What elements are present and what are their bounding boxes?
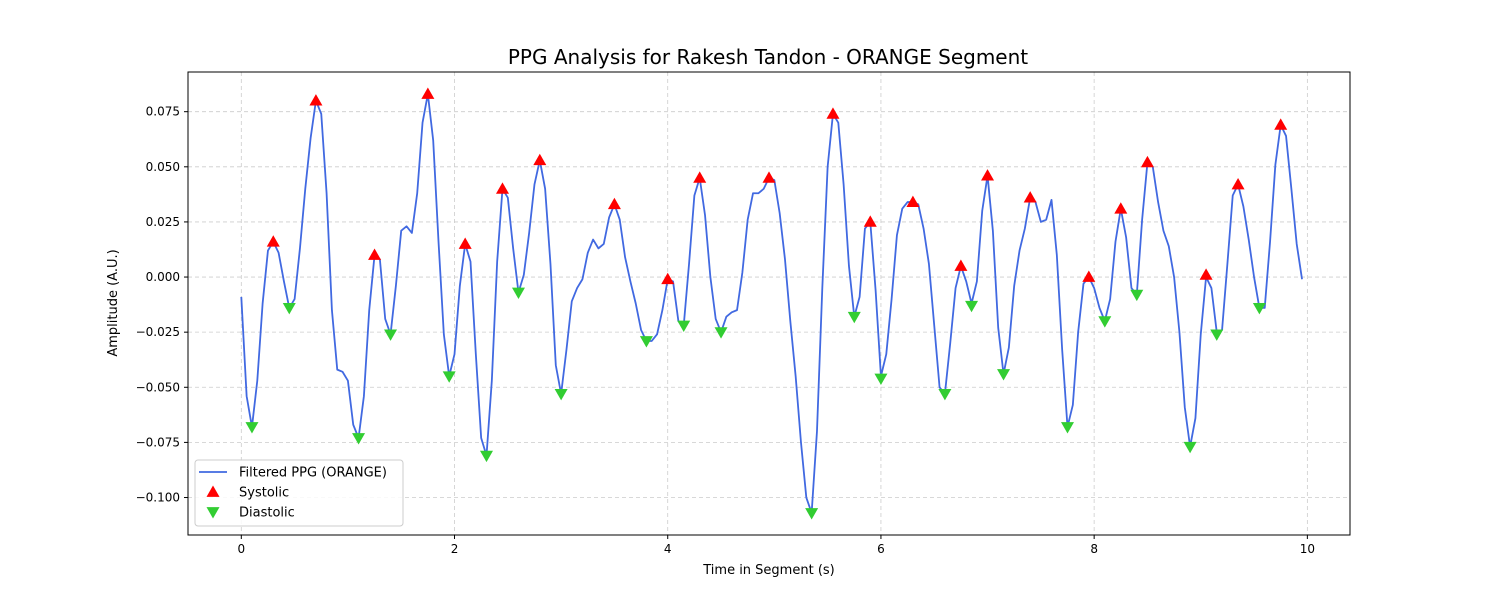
x-tick-label: 2 <box>451 542 459 556</box>
plot-frame <box>187 71 1351 536</box>
plot-area <box>188 72 1350 535</box>
y-axis-label: Amplitude (A.U.) <box>106 249 121 356</box>
axis-ticks: 0 2 4 6 8 10 −0.100 −0.075 −0.050 −0.025 0.000 0.02… <box>136 105 1315 556</box>
diastolic-marker <box>1098 316 1112 328</box>
systolic-marker <box>309 94 323 106</box>
diastolic-marker <box>847 311 861 324</box>
diastolic-marker <box>1183 441 1197 454</box>
systolic-marker <box>1199 268 1213 280</box>
y-tick-label: −0.075 <box>136 435 180 449</box>
diastolic-marker <box>639 336 653 348</box>
legend-box <box>194 459 404 527</box>
y-tick-label: −0.100 <box>136 491 180 505</box>
diastolic-marker <box>1130 289 1144 302</box>
diastolic-marker <box>874 373 888 385</box>
systolic-marker <box>421 87 435 99</box>
systolic-marker <box>1231 177 1245 190</box>
systolic-marker <box>981 169 995 181</box>
diastolic-marker <box>1060 422 1074 434</box>
legend-label: Diastolic <box>239 506 295 521</box>
systolic-marker <box>1082 270 1096 282</box>
y-tick-label: 0.000 <box>146 270 180 284</box>
diastolic-marker <box>479 450 493 463</box>
diastolic-marker <box>677 320 691 333</box>
systolic-marker <box>693 171 707 183</box>
legend-label: Filtered PPG (ORANGE) <box>239 466 387 481</box>
y-tick-label: −0.050 <box>136 380 180 394</box>
diastolic-marker <box>965 300 979 313</box>
systolic-marker <box>661 272 675 285</box>
systolic-marker <box>1274 118 1288 130</box>
diastolic-marker <box>1252 303 1266 315</box>
chart-title: PPG Analysis for Rakesh Tandon - ORANGE … <box>508 45 1028 69</box>
systolic-marker <box>533 153 547 166</box>
legend: Filtered PPG (ORANGE) Systolic Diastolic <box>194 459 404 527</box>
x-tick-label: 6 <box>877 542 885 556</box>
diastolic-marker <box>554 389 568 401</box>
systolic-marker <box>495 182 509 194</box>
legend-label: Systolic <box>239 486 289 501</box>
y-tick-label: 0.050 <box>146 160 180 174</box>
systolic-marker <box>954 259 968 271</box>
legend-diastolic-key <box>206 507 220 519</box>
systolic-marker <box>1140 155 1154 168</box>
systolic-marker <box>1114 202 1128 214</box>
systolic-marker <box>458 237 472 249</box>
systolic-marker <box>762 171 776 183</box>
systolic-marker <box>1023 191 1037 203</box>
systolic-marker <box>906 195 920 207</box>
diastolic-marker <box>511 287 525 299</box>
y-tick-label: −0.025 <box>136 325 180 339</box>
x-tick-label: 0 <box>237 542 245 556</box>
systolic-marker <box>863 215 877 227</box>
diastolic-marker <box>714 327 728 339</box>
grid-lines <box>188 72 1350 535</box>
y-tick-label: 0.075 <box>146 105 180 119</box>
diastolic-marker <box>938 389 952 401</box>
diastolic-marker <box>245 422 259 434</box>
x-tick-label: 8 <box>1090 542 1098 556</box>
diastolic-marker <box>442 371 456 383</box>
diastolic-marker <box>1210 329 1224 341</box>
systolic-marker <box>607 197 621 210</box>
x-tick-label: 10 <box>1300 542 1315 556</box>
systolic-marker <box>266 235 280 247</box>
diastolic-marker <box>997 369 1011 381</box>
diastolic-marker <box>352 433 366 445</box>
legend-systolic-key <box>206 485 220 497</box>
systolic-marker <box>826 107 840 119</box>
diastolic-marker <box>805 508 819 520</box>
diastolic-marker <box>384 329 398 341</box>
diastolic-marker <box>282 303 296 315</box>
x-axis-label: Time in Segment (s) <box>702 563 834 578</box>
series-layer <box>240 87 1303 520</box>
x-tick-label: 4 <box>664 542 672 556</box>
y-tick-label: 0.025 <box>146 215 180 229</box>
systolic-marker <box>368 248 382 260</box>
